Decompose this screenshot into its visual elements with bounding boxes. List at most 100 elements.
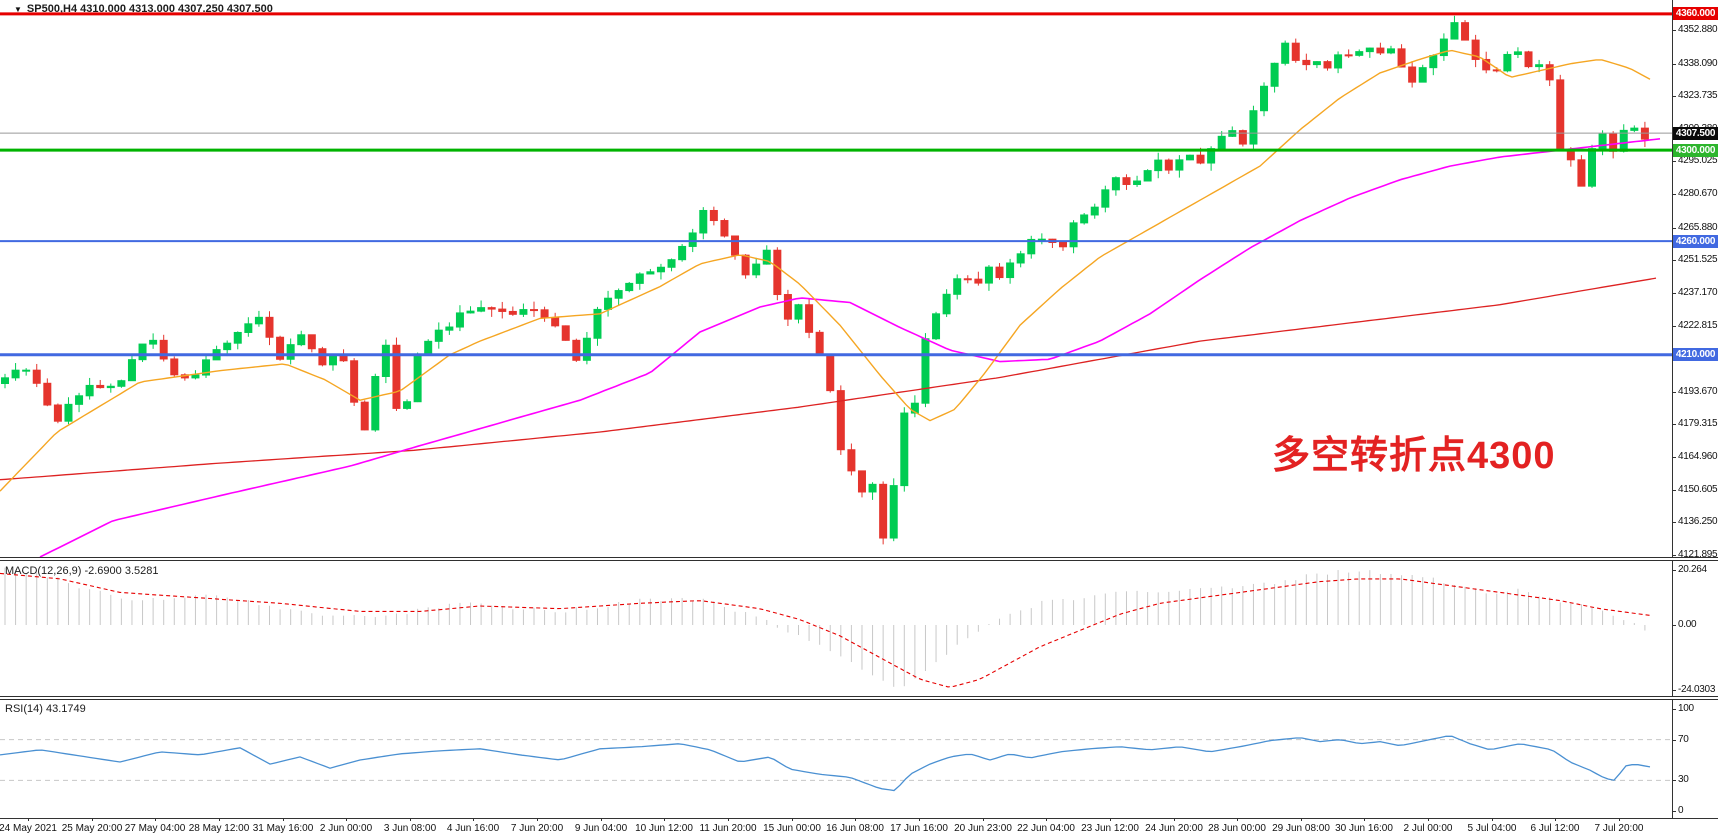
axis-tick-mark <box>1672 811 1676 812</box>
time-tick-mark <box>1237 818 1238 821</box>
candle-body <box>445 326 454 331</box>
time-tick-label: 6 Jul 12:00 <box>1530 823 1580 834</box>
candle-body <box>85 384 94 397</box>
time-tick-label: 16 Jun 08:00 <box>826 823 884 834</box>
candle-body <box>826 354 835 392</box>
macd-signal-line <box>0 572 1651 688</box>
candle-body <box>328 354 337 366</box>
time-tick-label: 11 Jun 20:00 <box>699 823 757 834</box>
candle-body <box>149 339 158 345</box>
candle-body <box>392 344 401 409</box>
axis-tick-mark <box>1672 30 1676 31</box>
time-tick-label: 10 Jun 12:00 <box>635 823 693 834</box>
time-tick-mark <box>283 818 284 821</box>
candle-body <box>1122 177 1131 185</box>
price-tick-label: 4222.815 <box>1678 320 1718 331</box>
candle-body <box>1111 177 1120 191</box>
candle-body <box>1016 253 1025 264</box>
candle-body <box>96 384 105 389</box>
price-badge: 4300.000 <box>1673 144 1718 157</box>
candle-body <box>783 294 792 320</box>
candle-body <box>519 309 528 315</box>
candle-body <box>233 331 242 344</box>
candle-body <box>244 323 253 333</box>
candle-body <box>900 412 909 487</box>
axis-tick-mark <box>1672 555 1676 556</box>
price-tick-label: 4338.090 <box>1678 58 1718 69</box>
time-tick-label: 27 May 04:00 <box>124 823 186 834</box>
time-tick-mark <box>1555 818 1556 821</box>
price-tick-label: 4121.895 <box>1678 549 1718 560</box>
candle-body <box>254 316 263 325</box>
candle-body <box>1312 61 1321 66</box>
axis-tick-mark <box>1672 490 1676 491</box>
candle-body <box>932 313 941 340</box>
candle-body <box>561 325 570 341</box>
time-axis[interactable]: 24 May 2021 25 May 20:00 27 May 04:00 28 Ma… <box>0 818 1718 839</box>
candle-body <box>530 309 538 312</box>
time-tick-label: 28 Jun 00:00 <box>1208 823 1266 834</box>
time-tick-label: 24 May 2021 <box>0 823 57 834</box>
candle-body <box>1249 110 1258 145</box>
rsi-tick-label: 0 <box>1678 805 1684 816</box>
candle-body <box>318 348 327 366</box>
candle-body <box>1302 59 1311 66</box>
time-tick-mark <box>219 818 220 821</box>
candle-body <box>487 307 496 310</box>
candle-body <box>974 278 983 284</box>
candle-body <box>1069 222 1078 248</box>
candle-body <box>984 266 993 284</box>
time-tick-label: 24 Jun 20:00 <box>1145 823 1203 834</box>
time-tick-label: 7 Jun 20:00 <box>510 823 564 834</box>
candle-body <box>117 380 126 387</box>
candle-body <box>1386 48 1395 54</box>
axis-tick-mark <box>1672 392 1676 393</box>
candle-body <box>995 266 1004 279</box>
candle-body <box>159 339 168 360</box>
axis-tick-mark <box>1672 424 1676 425</box>
rsi-tick-label: 100 <box>1678 703 1694 714</box>
price-axis[interactable]: 4352.8804338.0904323.7354309.3804295.025… <box>1672 0 1718 818</box>
time-axis-border <box>0 818 1718 819</box>
time-tick-mark <box>1110 818 1111 821</box>
price-tick-label: 4179.315 <box>1678 418 1718 429</box>
candle-body <box>1598 133 1607 150</box>
axis-tick-mark <box>1672 522 1676 523</box>
time-tick-label: 15 Jun 00:00 <box>763 823 821 834</box>
main-price-chart[interactable] <box>0 0 1672 558</box>
candle-body <box>477 307 486 312</box>
panel-separator[interactable] <box>0 696 1718 700</box>
time-tick-mark <box>1619 818 1620 821</box>
time-tick-label: 4 Jun 16:00 <box>446 823 500 834</box>
macd-panel[interactable] <box>0 562 1672 697</box>
panel-separator[interactable] <box>0 557 1718 561</box>
price-badge: 4307.500 <box>1673 127 1718 140</box>
annotation-text: 多空转折点4300 <box>1272 435 1556 477</box>
candle-body <box>508 310 517 315</box>
candle-body <box>307 334 316 350</box>
candle-body <box>635 273 644 284</box>
axis-tick-mark <box>1672 457 1676 458</box>
candle-body <box>709 209 718 222</box>
rsi-line <box>0 735 1651 792</box>
time-tick-mark <box>92 818 93 821</box>
candle-body <box>1577 159 1586 187</box>
candle-body <box>1006 262 1015 279</box>
candle-body <box>223 342 232 351</box>
candle-body <box>1323 61 1332 69</box>
price-tick-label: 4295.025 <box>1678 155 1718 166</box>
candle-body <box>1291 42 1300 61</box>
candle-body <box>656 266 665 273</box>
chevron-down-icon[interactable]: ▼ <box>14 5 22 14</box>
rsi-indicator-label: RSI(14) 43.1749 <box>5 703 86 715</box>
time-tick-mark <box>1046 818 1047 821</box>
candle-body <box>942 293 951 315</box>
price-badge: 4360.000 <box>1673 7 1718 20</box>
time-tick-label: 31 May 16:00 <box>252 823 314 834</box>
candle-body <box>1059 241 1067 248</box>
time-tick-label: 25 May 20:00 <box>61 823 123 834</box>
candle-body <box>1609 133 1618 152</box>
candle-body <box>1535 64 1544 68</box>
price-tick-label: 4251.525 <box>1678 254 1718 265</box>
rsi-panel[interactable] <box>0 700 1672 818</box>
